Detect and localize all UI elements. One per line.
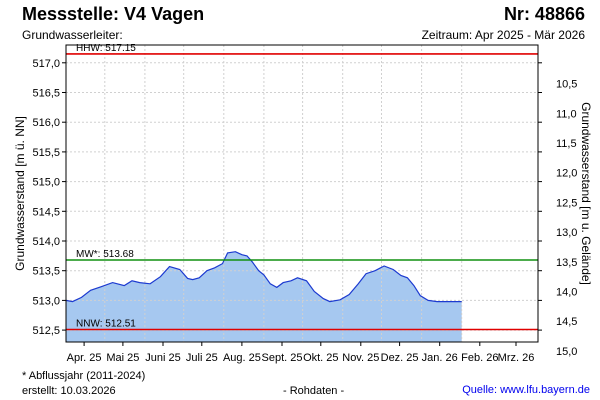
y-tick-label-left: 516,0 [32, 117, 60, 129]
y-tick-label-left: 514,0 [32, 236, 60, 248]
x-tick-label: Juli 25 [186, 352, 218, 364]
y-tick-label-right: 12,0 [556, 168, 577, 180]
y-tick-label-right: 14,0 [556, 287, 577, 299]
x-tick-label: Aug. 25 [223, 352, 261, 364]
y-tick-label-left: 512,5 [32, 325, 60, 337]
y-tick-label-right: 12,5 [556, 197, 577, 209]
y-tick-label-left: 514,5 [32, 206, 60, 218]
x-tick-label: Okt. 25 [303, 352, 338, 364]
y-tick-label-right: 11,5 [556, 138, 577, 150]
reference-label: NNW: 512.51 [76, 319, 136, 330]
y-tick-label-right: 15,0 [556, 346, 577, 358]
footnote: * Abflussjahr (2011-2024) [22, 370, 146, 382]
y-axis-title-left: Grundwasserstand [m ü. NN] [13, 116, 27, 271]
series-line [65, 251, 462, 303]
y-tick-label-right: 10,5 [556, 79, 577, 91]
y-tick-label-left: 515,5 [32, 147, 60, 159]
y-tick-label-left: 517,0 [32, 58, 60, 70]
plot-border [65, 44, 539, 343]
page-title: Messstelle: V4 Vagen [22, 4, 205, 24]
source-link[interactable]: Quelle: www.lfu.bayern.de [462, 384, 590, 396]
y-tick-label-right: 13,0 [556, 227, 577, 239]
created-date: erstellt: 10.03.2026 [22, 385, 116, 397]
x-tick-label: Juni 25 [145, 352, 180, 364]
reference-label: HHW: 517.15 [76, 43, 136, 54]
period-label: Zeitraum: Apr 2025 - Mär 2026 [421, 28, 585, 42]
x-tick-label: Apr. 25 [67, 352, 102, 364]
y-tick-label-right: 11,0 [556, 108, 577, 120]
raw-data-note: - Rohdaten - [283, 385, 345, 397]
series-area [66, 251, 462, 342]
x-tick-label: Nov. 25 [342, 352, 379, 364]
reference-label: MW*: 513.68 [76, 249, 134, 260]
x-tick-label: Jan. 26 [422, 352, 458, 364]
aquifer-label: Grundwasserleiter: [22, 28, 123, 42]
x-tick-label: Mai 25 [106, 352, 139, 364]
x-tick-label: Sept. 25 [262, 352, 303, 364]
y-axis-title-right: Grundwasserstand [m u. Gelände] [579, 102, 593, 285]
x-tick-label: Dez. 25 [381, 352, 419, 364]
y-tick-label-left: 516,5 [32, 88, 60, 100]
y-tick-label-left: 513,5 [32, 266, 60, 278]
y-tick-label-left: 515,0 [32, 177, 60, 189]
station-number: Nr: 48866 [503, 4, 585, 24]
x-tick-label: Feb. 26 [461, 352, 498, 364]
y-tick-label-right: 13,5 [556, 257, 577, 269]
y-tick-label-right: 14,5 [556, 316, 577, 328]
x-tick-label: Mrz. 26 [498, 352, 535, 364]
y-tick-label-left: 513,0 [32, 295, 60, 307]
